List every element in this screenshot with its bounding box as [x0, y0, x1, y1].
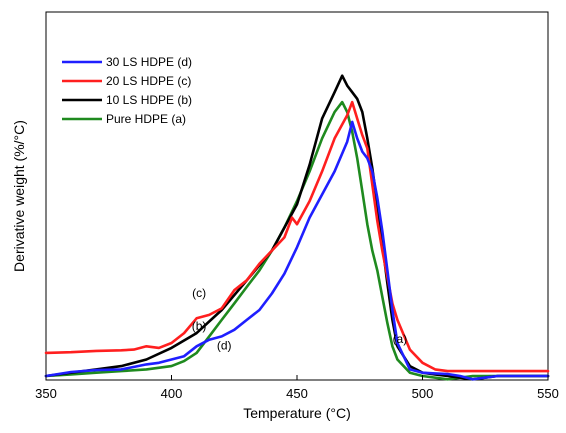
x-tick-label-0: 350 — [35, 386, 57, 401]
legend: 30 LS HDPE (d) 20 LS HDPE (c) 10 LS HDPE (… — [62, 55, 192, 126]
x-axis-ticks: 350 400 450 500 550 — [35, 375, 559, 401]
y-axis-label: Derivative weight (%/°C) — [11, 120, 27, 272]
series-layer — [44, 74, 550, 381]
legend-label-3: Pure HDPE (a) — [106, 112, 186, 126]
annotations: (c) (b) (d) (a) — [192, 286, 407, 353]
annotation-0: (c) — [192, 286, 206, 300]
x-tick-label-1: 400 — [161, 386, 183, 401]
series-line-1 — [44, 100, 550, 373]
x-axis-label: Temperature (°C) — [243, 405, 351, 421]
x-tick-label-2: 450 — [286, 386, 308, 401]
series-line-3 — [44, 100, 550, 381]
x-tick-label-3: 500 — [412, 386, 434, 401]
legend-label-1: 20 LS HDPE (c) — [106, 74, 191, 88]
annotation-2: (d) — [217, 339, 232, 353]
x-tick-label-4: 550 — [537, 386, 559, 401]
series-line-0 — [44, 120, 550, 381]
legend-label-0: 30 LS HDPE (d) — [106, 55, 192, 69]
legend-label-2: 10 LS HDPE (b) — [106, 93, 192, 107]
annotation-3: (a) — [393, 332, 408, 346]
annotation-1: (b) — [192, 319, 207, 333]
